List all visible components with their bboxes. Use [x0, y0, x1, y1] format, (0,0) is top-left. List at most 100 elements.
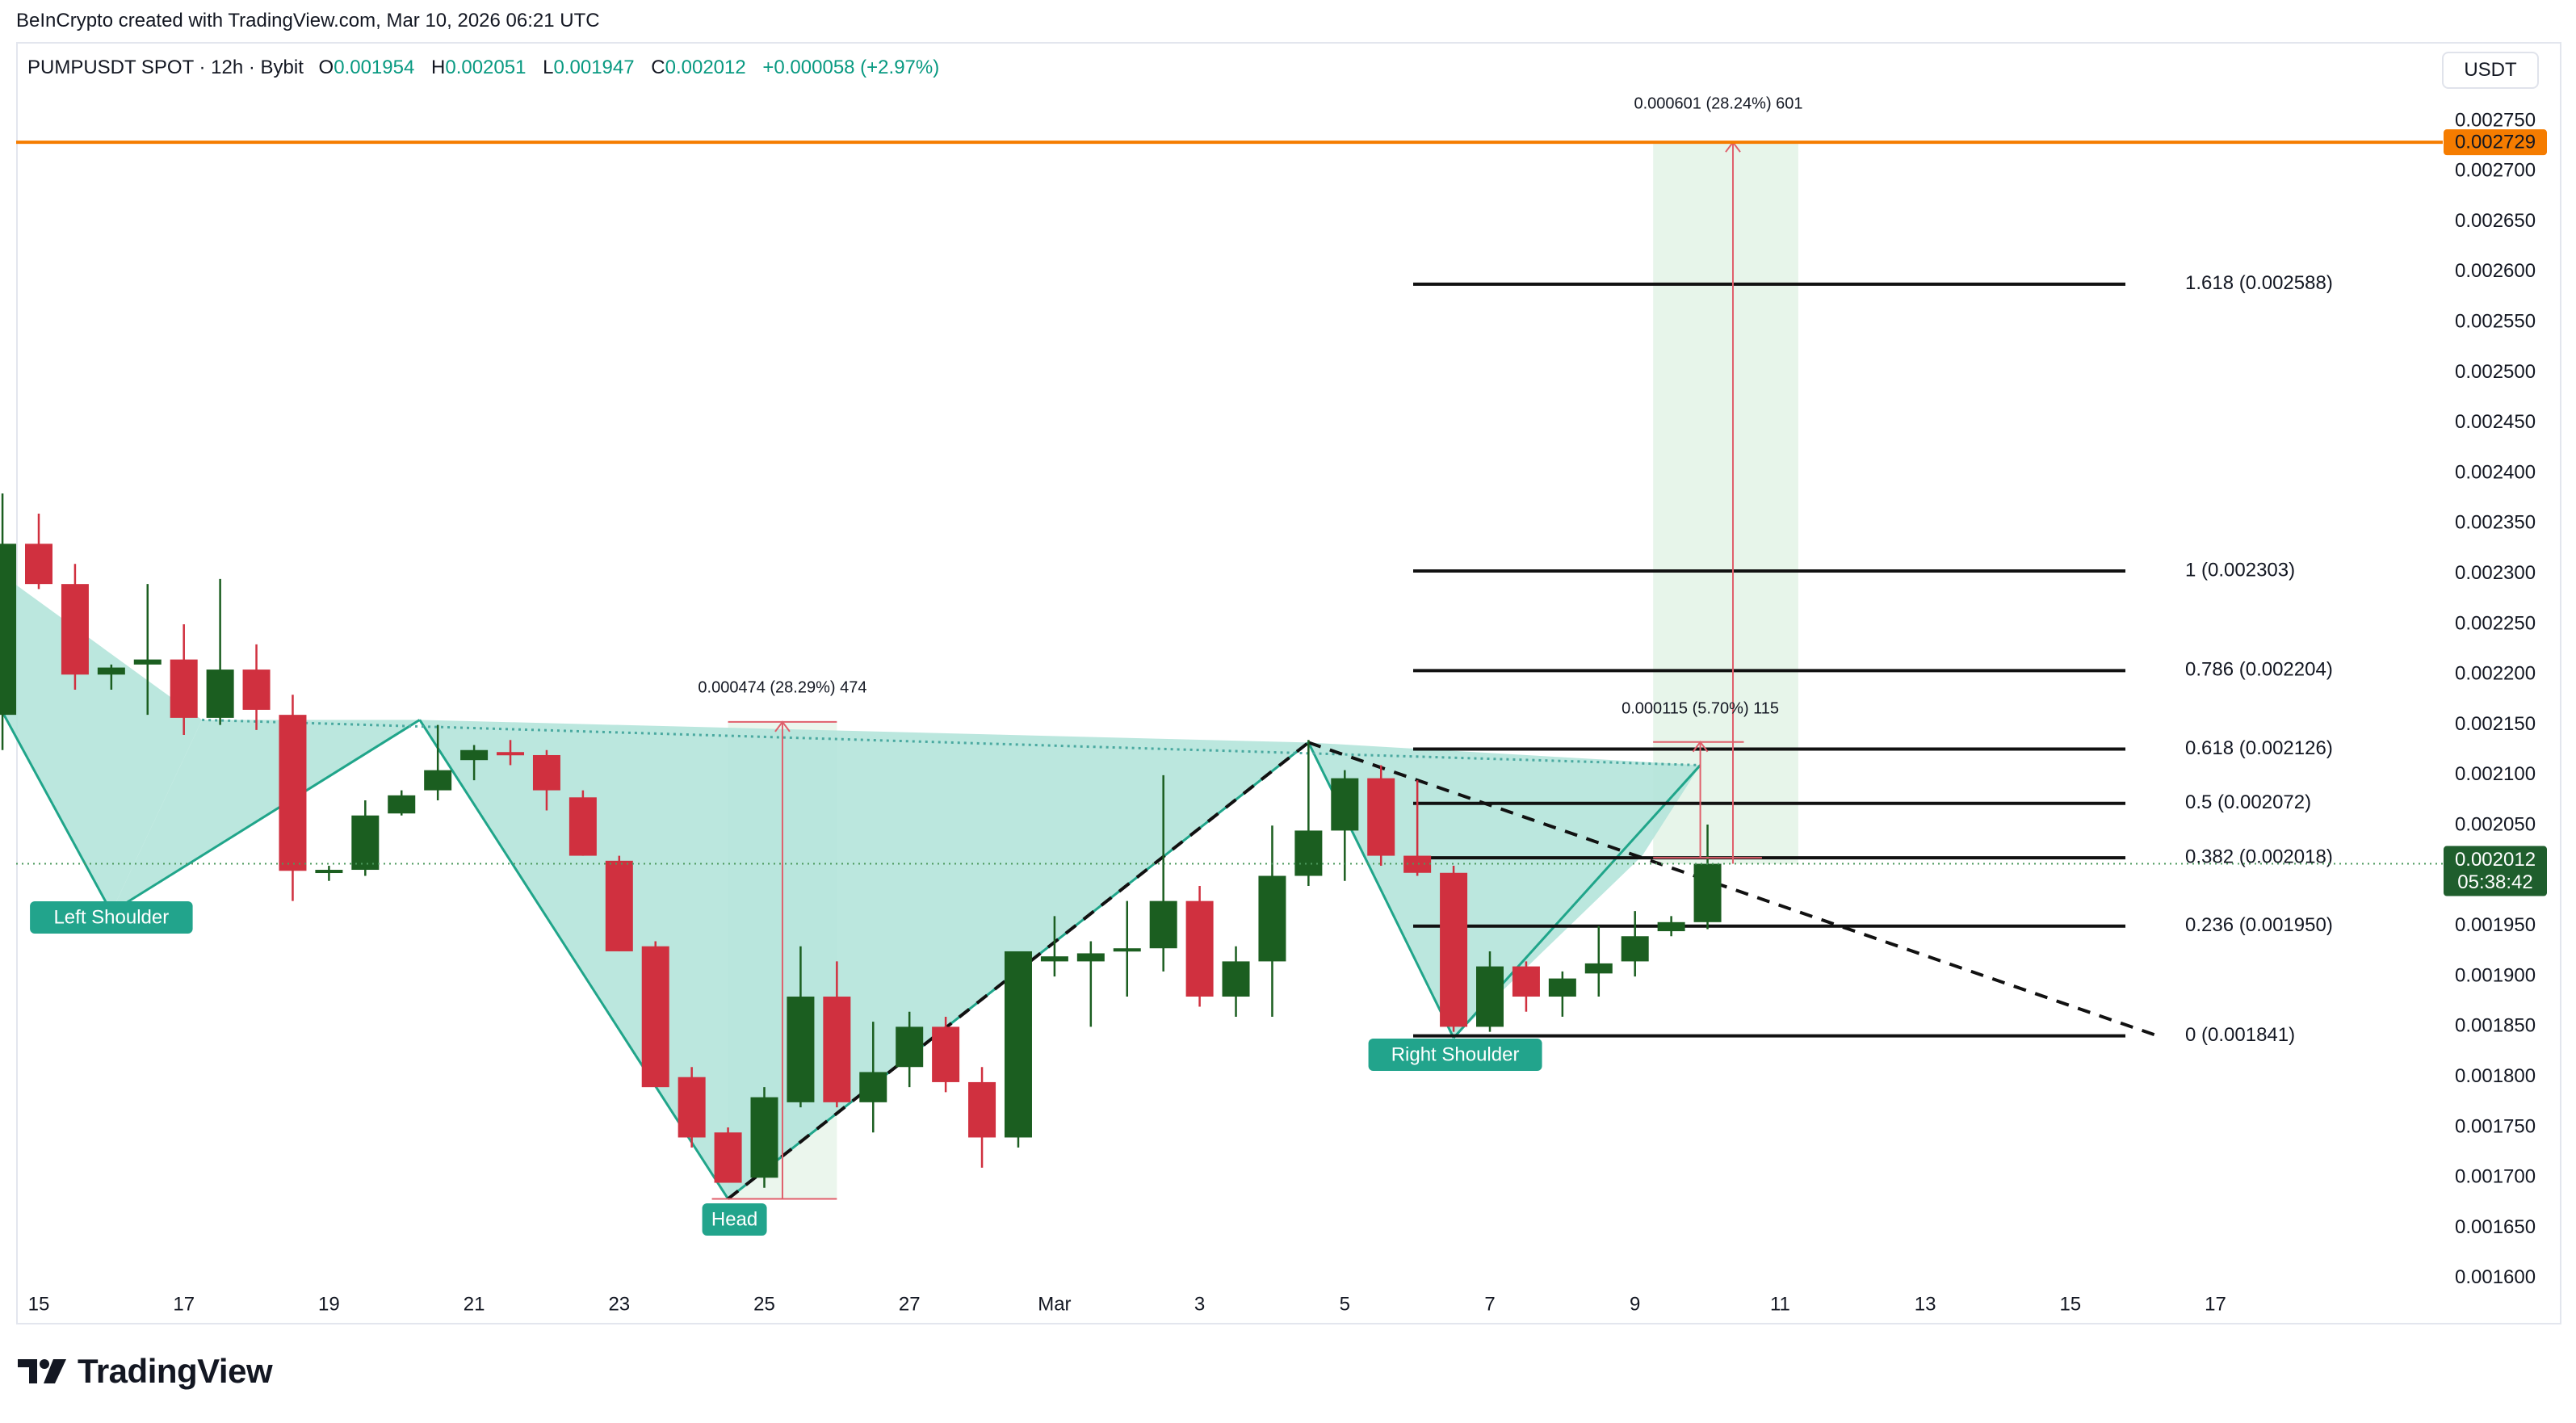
y-tick-label-5: 0.002500: [2455, 361, 2536, 383]
head-measure-label: 0.000474 (28.29%) 474: [698, 678, 866, 696]
candle-body: [1693, 863, 1722, 922]
breakout-measure-arrow-head: [1692, 741, 1709, 753]
candle-body: [1294, 830, 1323, 876]
tradingview-logo-text: TradingView: [78, 1352, 273, 1390]
tradingview-logo[interactable]: TradingView: [18, 1352, 273, 1391]
candle-body: [388, 795, 416, 814]
candle-body: [1476, 966, 1504, 1027]
target-price-badge: [2444, 129, 2547, 156]
candle-body: [170, 659, 198, 718]
candle-body: [133, 659, 162, 665]
x-tick-label-5: 25: [753, 1293, 775, 1315]
candle-body: [61, 584, 89, 675]
target-price-badge-text: 0.002729: [2455, 132, 2536, 153]
y-tick-label-21: 0.001700: [2455, 1166, 2536, 1188]
candle-body: [242, 670, 271, 710]
candle-body: [1621, 936, 1649, 962]
x-tick-label-13: 13: [1915, 1293, 1936, 1315]
candle-body: [497, 752, 525, 756]
fib-label-4: 0.5 (0.002072): [2185, 791, 2311, 813]
target-measure-box: [1653, 142, 1798, 864]
candle-body: [1440, 872, 1468, 1027]
x-tick-label-11: 9: [1630, 1293, 1640, 1315]
fib-label-7: 0 (0.001841): [2185, 1024, 2295, 1046]
candle-body: [206, 670, 234, 718]
y-tick-label-11: 0.002200: [2455, 663, 2536, 685]
candle-body: [1004, 951, 1032, 1138]
high-label: H: [431, 57, 446, 78]
candle-body: [678, 1077, 706, 1138]
y-tick-label-22: 0.001650: [2455, 1216, 2536, 1238]
fib-label-0: 1.618 (0.002588): [2185, 272, 2333, 294]
currency-button[interactable]: USDT: [2442, 52, 2539, 89]
candle-body: [1076, 953, 1105, 962]
candle-body: [1113, 948, 1141, 952]
x-tick-label-0: 15: [28, 1293, 50, 1315]
breakout-measure-label: 0.000115 (5.70%) 115: [1622, 699, 1779, 717]
candle-body: [1331, 778, 1359, 831]
ohlc-legend: PUMPUSDT SPOT · 12h · Bybit O0.001954 H0…: [27, 57, 950, 79]
y-tick-label-0: 0.002750: [2455, 109, 2536, 131]
candle-body: [1185, 900, 1214, 997]
candle-body: [641, 946, 669, 1088]
x-tick-label-6: 27: [899, 1293, 921, 1315]
x-tick-label-1: 17: [173, 1293, 195, 1315]
candle-body: [605, 860, 633, 951]
close-label: C: [651, 57, 665, 78]
tradingview-logo-icon: [18, 1359, 66, 1383]
x-tick-label-4: 23: [608, 1293, 630, 1315]
y-tick-label-2: 0.002650: [2455, 210, 2536, 232]
neckline: [202, 718, 1701, 766]
fib-label-2: 0.786 (0.002204): [2185, 659, 2333, 681]
pattern-fill-head: [419, 720, 1309, 1199]
y-tick-label-20: 0.001750: [2455, 1115, 2536, 1137]
candle-body: [896, 1026, 924, 1068]
candle-body: [714, 1132, 742, 1183]
change-value: +0.000058 (+2.97%): [762, 57, 940, 78]
x-tick-label-2: 19: [318, 1293, 340, 1315]
left-shoulder-label: Left Shoulder: [53, 906, 169, 928]
symbol-label[interactable]: PUMPUSDT SPOT · 12h · Bybit: [27, 57, 304, 78]
open-value: 0.001954: [334, 57, 415, 78]
candle-body: [787, 997, 815, 1102]
y-tick-label-23: 0.001600: [2455, 1266, 2536, 1288]
low-value: 0.001947: [553, 57, 635, 78]
y-tick-label-19: 0.001800: [2455, 1065, 2536, 1087]
x-tick-label-15: 17: [2205, 1293, 2226, 1315]
candle-body: [460, 749, 489, 761]
x-tick-label-14: 15: [2059, 1293, 2081, 1315]
y-tick-label-4: 0.002550: [2455, 311, 2536, 333]
candle-body: [0, 544, 17, 716]
y-tick-label-14: 0.002050: [2455, 814, 2536, 836]
candle-body: [1657, 921, 1685, 932]
y-tick-label-6: 0.002450: [2455, 411, 2536, 433]
y-tick-label-13: 0.002100: [2455, 763, 2536, 785]
left-shoulder-label-bg: [30, 901, 193, 934]
fib-label-5: 0.382 (0.002018): [2185, 846, 2333, 867]
x-tick-label-8: 3: [1194, 1293, 1205, 1315]
candle-body: [532, 754, 560, 791]
right-shoulder-label: Right Shoulder: [1391, 1043, 1520, 1065]
right-shoulder-label-bg: [1368, 1039, 1542, 1071]
open-label: O: [318, 57, 334, 78]
y-tick-label-17: 0.001900: [2455, 964, 2536, 986]
countdown-badge-text: 05:38:42: [2457, 871, 2532, 893]
candle-body: [932, 1026, 960, 1082]
x-tick-label-3: 21: [464, 1293, 485, 1315]
candle-body: [750, 1097, 778, 1178]
y-tick-label-7: 0.002400: [2455, 461, 2536, 483]
candle-body: [424, 770, 452, 791]
head-label-bg: [702, 1203, 767, 1236]
x-tick-label-10: 7: [1484, 1293, 1495, 1315]
pattern-fill-right-shoulder: [1308, 742, 1701, 1039]
candle-body: [1222, 961, 1250, 997]
candle-body: [859, 1072, 887, 1102]
fib-label-6: 0.236 (0.001950): [2185, 914, 2333, 936]
candle-body: [315, 870, 343, 874]
y-tick-label-16: 0.001950: [2455, 914, 2536, 936]
x-tick-label-7: Mar: [1038, 1293, 1071, 1315]
high-value: 0.002051: [445, 57, 527, 78]
y-tick-label-18: 0.001850: [2455, 1015, 2536, 1037]
last-price-badge-text: 0.002012: [2455, 849, 2536, 871]
